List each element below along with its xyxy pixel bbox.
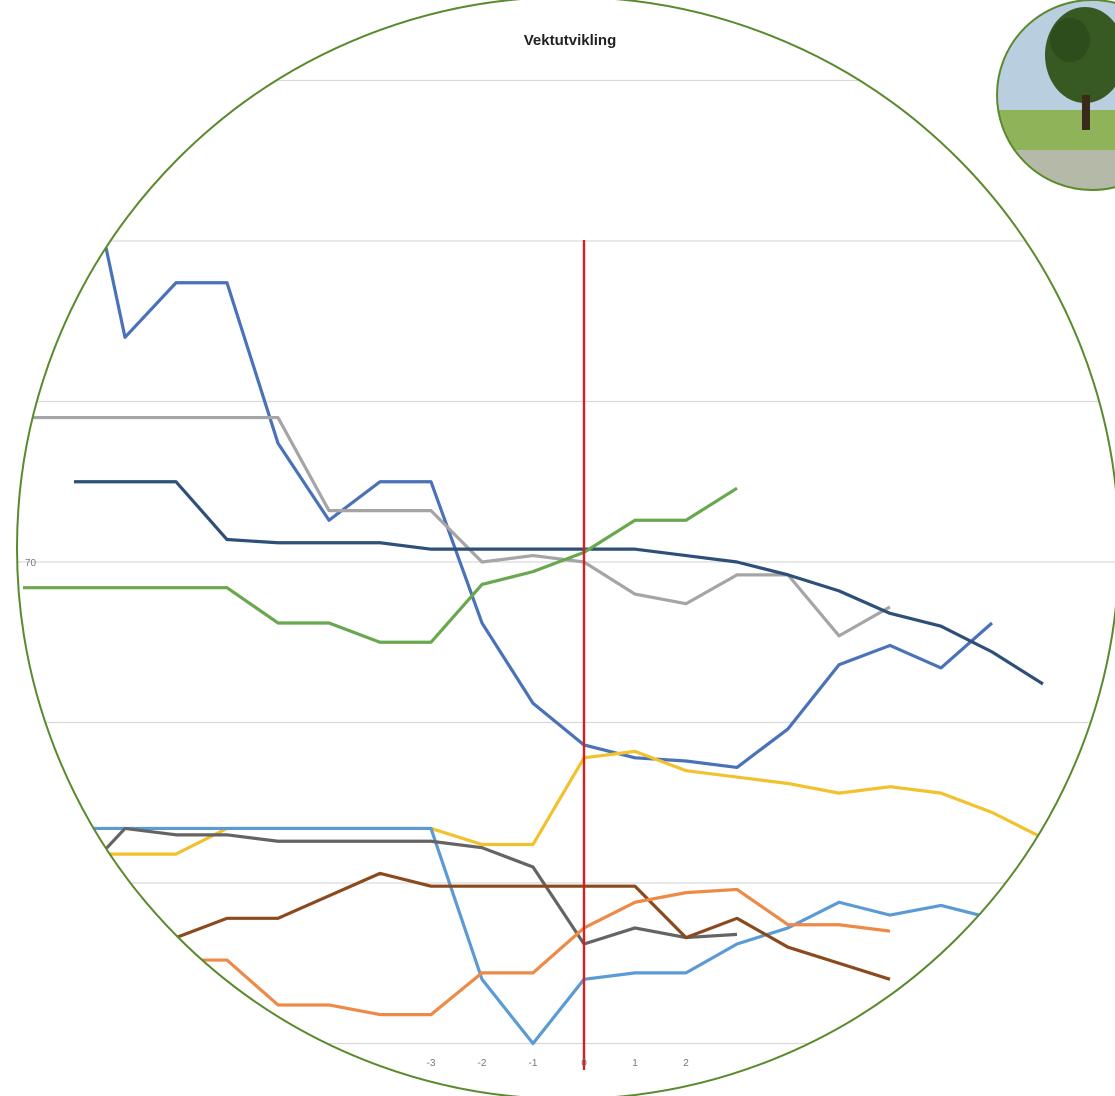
x-tick-label: 1 — [632, 1058, 638, 1069]
x-tick-label: 2 — [683, 1058, 689, 1069]
series-line — [23, 826, 738, 946]
plot-group: -3 -2 -1 0 1 2 70 — [17, 79, 1115, 1070]
series-line — [23, 415, 891, 638]
y-tick-label: 70 — [25, 558, 37, 569]
series-line — [72, 96, 994, 770]
series-line — [23, 486, 738, 644]
x-tick-label: -1 — [529, 1058, 538, 1069]
series-line — [73, 871, 891, 981]
x-tick-label: 0 — [581, 1058, 587, 1069]
x-tick-label: -2 — [478, 1058, 487, 1069]
series-line — [23, 826, 1044, 1046]
chart-title: Vektutvikling — [524, 32, 617, 49]
x-axis-ticks: -3 -2 -1 0 1 2 — [427, 1058, 690, 1069]
series-line — [74, 480, 1044, 686]
x-tick-label: -3 — [427, 1058, 436, 1069]
frame-circle — [16, 0, 1115, 1096]
y-axis-ticks: 70 — [25, 558, 37, 569]
series-line — [23, 749, 1044, 856]
